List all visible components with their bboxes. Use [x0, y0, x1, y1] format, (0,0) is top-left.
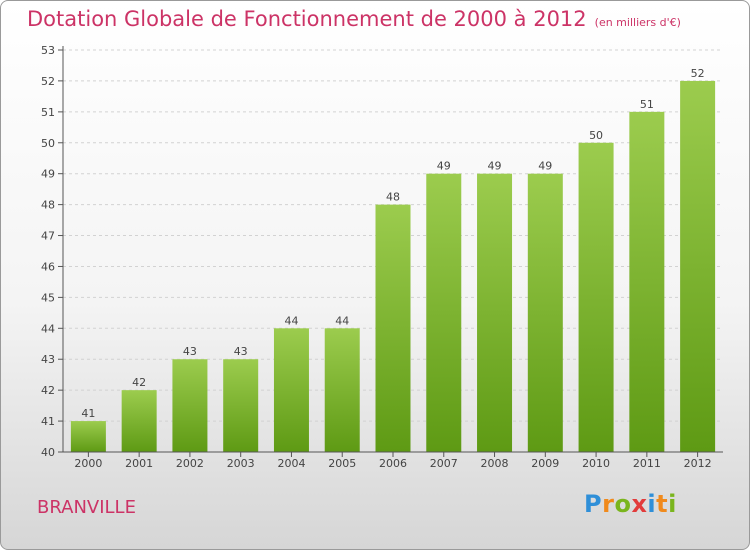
- title-text: Dotation Globale de Fonctionnement de 20…: [27, 7, 587, 31]
- x-tick-label: 2010: [582, 457, 610, 470]
- bar: [121, 390, 157, 452]
- x-tick-label: 2012: [684, 457, 712, 470]
- data-label: 43: [234, 345, 248, 358]
- x-tick-label: 2009: [531, 457, 559, 470]
- y-tick-label: 43: [41, 353, 55, 366]
- logo-letter: t: [656, 490, 669, 518]
- data-label: 49: [488, 160, 502, 173]
- data-label: 49: [538, 160, 552, 173]
- y-tick-label: 49: [41, 168, 55, 181]
- data-label: 50: [589, 129, 603, 142]
- y-tick-label: 40: [41, 446, 55, 459]
- x-tick-label: 2008: [481, 457, 509, 470]
- proxiti-logo: Proxiti: [584, 490, 677, 518]
- bar: [426, 173, 462, 452]
- x-tick-label: 2011: [633, 457, 661, 470]
- y-tick-label: 46: [41, 260, 55, 273]
- x-tick-label: 2002: [176, 457, 204, 470]
- data-label: 48: [386, 191, 400, 204]
- data-label: 52: [691, 67, 705, 80]
- y-tick-label: 48: [41, 199, 55, 212]
- bar: [172, 359, 208, 452]
- data-label: 41: [81, 407, 95, 420]
- logo-letter: i: [647, 490, 657, 518]
- bar: [527, 173, 563, 452]
- x-tick-label: 2007: [430, 457, 458, 470]
- bar: [375, 204, 411, 452]
- axes: 40 41 42 43 44 45 46 47 48 49 50 51 52 53 2000 2001 2002…: [41, 44, 723, 470]
- logo-letter: P: [584, 490, 603, 518]
- chart-subtitle: (en milliers d'€): [594, 16, 681, 29]
- bar: [578, 142, 614, 452]
- y-tick-label: 44: [41, 322, 55, 335]
- y-tick-label: 53: [41, 44, 55, 57]
- y-tick-label: 50: [41, 137, 55, 150]
- y-tick-label: 52: [41, 75, 55, 88]
- bar: [70, 421, 106, 452]
- y-tick-label: 47: [41, 230, 55, 243]
- logo-letter: i: [668, 490, 677, 518]
- logo-letter: r: [602, 490, 615, 518]
- y-tick-label: 51: [41, 106, 55, 119]
- y-tick-label: 41: [41, 415, 55, 428]
- bar: [324, 328, 360, 452]
- data-label: 49: [437, 160, 451, 173]
- y-tick-label: 45: [41, 291, 55, 304]
- x-tick-label: 2001: [125, 457, 153, 470]
- bar: [477, 173, 513, 452]
- bar: [273, 328, 309, 452]
- x-tick-label: 2004: [277, 457, 305, 470]
- x-tick-label: 2006: [379, 457, 407, 470]
- logo-letter: x: [631, 490, 648, 518]
- logo-letter: o: [614, 490, 632, 518]
- data-label: 42: [132, 376, 146, 389]
- x-tick-label: 2000: [74, 457, 102, 470]
- bar: [629, 111, 665, 452]
- bar: [680, 80, 716, 452]
- data-label: 43: [183, 345, 197, 358]
- bar: [223, 359, 259, 452]
- data-label: 44: [284, 314, 298, 327]
- data-label: 51: [640, 98, 654, 111]
- chart-title: Dotation Globale de Fonctionnement de 20…: [27, 7, 681, 31]
- x-tick-label: 2005: [328, 457, 356, 470]
- commune-name: BRANVILLE: [37, 497, 136, 518]
- bars: 41 42 43 43 44 44 48 49 49 49 50 51 52: [70, 67, 716, 452]
- data-label: 44: [335, 314, 349, 327]
- x-tick-label: 2003: [227, 457, 255, 470]
- y-tick-label: 42: [41, 384, 55, 397]
